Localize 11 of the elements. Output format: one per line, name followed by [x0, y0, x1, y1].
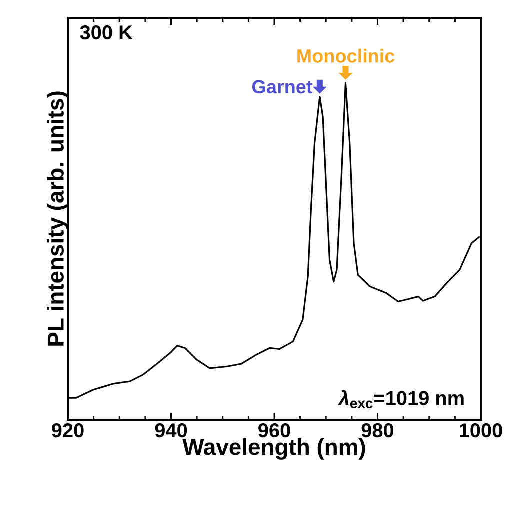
text: 300 K — [80, 26, 133, 40]
x-tick-label: 980 — [362, 424, 394, 438]
x-tick-label: 920 — [52, 424, 84, 438]
x-tick-label: 960 — [258, 424, 290, 438]
y-axis-title: PL intensity (arb. units) — [47, 92, 68, 346]
x-tick-label: 940 — [155, 424, 188, 438]
x-tick-label: 1000 — [460, 424, 502, 438]
annotation: Monoclinic — [298, 48, 395, 63]
annotation: Garnet — [252, 80, 312, 94]
annotation: λ$_{exc}$=1019 nm — [338, 390, 464, 408]
x-axis-title: Wavelength (nm) — [182, 438, 366, 460]
